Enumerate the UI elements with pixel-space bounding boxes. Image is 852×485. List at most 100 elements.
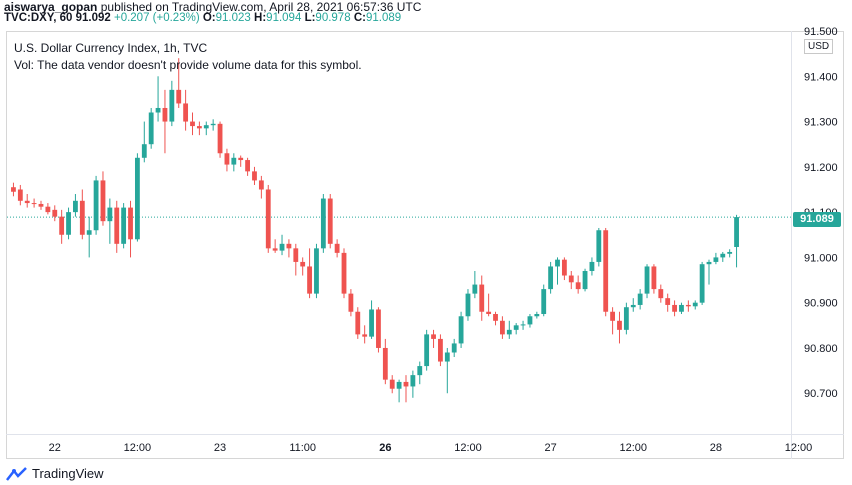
y-tick-label: 90.900 <box>804 298 838 310</box>
candle-body <box>630 304 636 308</box>
candle-body <box>17 189 23 201</box>
candle-body <box>679 304 684 312</box>
publish-text: published on TradingView.com, April 28, … <box>100 0 422 14</box>
candle-body <box>734 217 739 247</box>
x-tick-label: 22 <box>49 442 61 454</box>
candle-body <box>582 270 588 290</box>
tradingview-icon <box>6 466 27 481</box>
candle-body <box>320 198 326 249</box>
candle-body <box>59 216 65 235</box>
candle-body <box>217 123 223 154</box>
candle-body <box>438 338 443 362</box>
candle-body <box>169 89 175 122</box>
candle-body <box>252 171 257 181</box>
candle-body <box>293 248 299 262</box>
candle-body <box>479 284 485 312</box>
candle-body <box>665 298 671 305</box>
candle-body <box>121 207 127 244</box>
candle-body <box>45 206 51 213</box>
candle-body <box>486 311 492 315</box>
candle-body <box>148 112 154 145</box>
candle-body <box>424 334 430 367</box>
x-tick-label: 11:00 <box>289 442 316 454</box>
y-tick-label: 91.300 <box>804 117 838 129</box>
candle-body <box>245 160 251 172</box>
last-price-marker: 91.089 <box>793 212 841 227</box>
chart-legend: U.S. Dollar Currency Index, 1h, TVC Vol:… <box>14 40 362 74</box>
candle-body <box>548 266 554 290</box>
close-label: C: <box>353 12 366 24</box>
candle-body <box>196 126 202 129</box>
candle-body <box>561 259 567 276</box>
candle-body <box>596 230 602 262</box>
x-tick-label: 28 <box>710 442 722 454</box>
candle-body <box>307 266 312 294</box>
candle-body <box>52 209 58 217</box>
candle-body <box>279 243 285 251</box>
candle-body <box>100 180 106 222</box>
candle-body <box>699 264 705 303</box>
volume-note: Vol: The data vendor doesn't provide vol… <box>14 58 362 72</box>
candle-body <box>706 261 712 265</box>
candle-body <box>300 261 306 267</box>
low-label: L: <box>304 12 316 24</box>
x-tick-label: 12:00 <box>785 442 813 454</box>
y-tick-label: 91.200 <box>804 162 838 174</box>
tradingview-logo[interactable]: TradingView <box>6 466 104 481</box>
y-tick-label: 91.400 <box>804 71 838 83</box>
candle-body <box>575 282 581 290</box>
candle-body <box>203 125 209 129</box>
chart-pane[interactable] <box>6 31 844 459</box>
change-value: +0.207 (+0.23%) <box>113 12 200 24</box>
candle-body <box>141 144 147 158</box>
x-tick-label: 23 <box>214 442 226 454</box>
candle-body <box>224 153 230 165</box>
candle-body <box>238 157 244 161</box>
candle-body <box>692 302 698 307</box>
candle-body <box>38 203 44 207</box>
x-tick-label: 27 <box>544 442 556 454</box>
candle-body <box>134 157 140 240</box>
candle-body <box>114 207 120 244</box>
candle-body <box>513 325 519 330</box>
candle-body <box>24 200 30 204</box>
candle-body <box>258 180 264 190</box>
candle-body <box>658 289 664 299</box>
candle-body <box>465 293 471 317</box>
candle-body <box>644 266 650 294</box>
candle-body <box>520 324 526 326</box>
y-tick-label: 90.700 <box>804 388 838 400</box>
candle-body <box>79 200 85 235</box>
candle-body <box>458 316 464 344</box>
y-tick-label: 90.800 <box>804 343 838 355</box>
x-tick-label: 12:00 <box>454 442 482 454</box>
candle-body <box>327 198 333 244</box>
candle-body <box>31 203 37 205</box>
candle-body <box>183 103 189 122</box>
candle-body <box>73 200 78 213</box>
candle-body <box>555 259 560 267</box>
candle-body <box>382 347 388 380</box>
candle-body <box>431 334 436 339</box>
high-value: 91.094 <box>266 12 302 24</box>
symbol-label: TVC:DXY, 60 <box>4 12 73 24</box>
candle-body <box>86 230 92 235</box>
publish-info: aiswarya_gopan published on TradingView.… <box>4 0 421 16</box>
candle-body <box>727 251 733 254</box>
candle-body <box>265 189 271 249</box>
candle-body <box>685 304 691 307</box>
time-axis-divider <box>6 434 844 435</box>
candle-body <box>396 381 402 389</box>
currency-badge[interactable]: USD <box>804 39 834 54</box>
author-name[interactable]: aiswarya_gopan <box>4 0 98 14</box>
candle-body <box>231 157 237 165</box>
candle-body <box>403 381 409 387</box>
candle-body <box>314 248 319 294</box>
candle-body <box>410 375 416 387</box>
candle-body <box>499 320 505 335</box>
candle-body <box>66 212 71 235</box>
ohlc-header: TVC:DXY, 60 91.092 +0.207 (+0.23%) O:91.… <box>4 12 401 28</box>
candle-body <box>348 293 354 312</box>
low-value: 90.978 <box>315 12 351 24</box>
